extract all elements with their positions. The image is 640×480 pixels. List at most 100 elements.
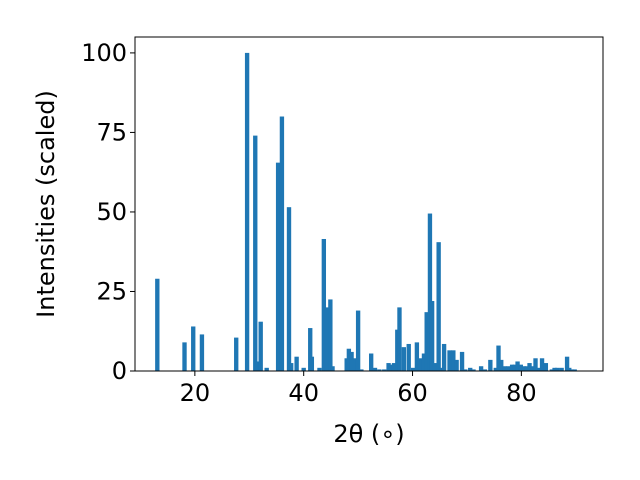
bar (258, 321, 263, 371)
bar (199, 334, 205, 371)
bar (447, 350, 452, 371)
bar (539, 358, 545, 371)
bar (482, 369, 488, 371)
bar (324, 307, 330, 371)
bar (330, 366, 335, 371)
bar (569, 369, 575, 371)
x-axis-ticks: 20 40 60 80 (180, 371, 537, 407)
bar (506, 366, 511, 371)
bar (417, 358, 423, 371)
bar (391, 363, 397, 371)
bar (386, 363, 391, 371)
bar (286, 207, 292, 371)
bar (308, 328, 313, 371)
x-axis-label: 2θ (∘) (333, 420, 404, 448)
y-tick-label: 100 (81, 39, 127, 67)
bar (421, 353, 427, 371)
bar (564, 356, 570, 371)
bar (289, 363, 294, 371)
bar (518, 364, 523, 371)
bar (191, 326, 196, 371)
bar (294, 356, 299, 371)
x-tick-label: 80 (506, 379, 537, 407)
bar (382, 369, 387, 371)
y-tick-label: 75 (96, 118, 127, 146)
bar (533, 358, 538, 371)
bar (478, 366, 484, 371)
bar (432, 363, 438, 371)
axes-frame (134, 36, 604, 372)
bar (410, 367, 416, 371)
y-axis-ticks: 0 25 50 75 100 (81, 39, 135, 385)
bar (552, 367, 557, 371)
bar (309, 356, 315, 371)
bar (439, 367, 444, 371)
bar (182, 342, 187, 371)
bar (471, 369, 476, 371)
bar (355, 310, 361, 371)
bar (414, 342, 420, 371)
bar (275, 162, 281, 371)
bar (388, 364, 393, 371)
bar (527, 363, 532, 371)
bar (429, 301, 435, 371)
bars-group (155, 52, 577, 372)
bar (424, 312, 429, 371)
bar (454, 359, 459, 371)
bar (372, 367, 378, 371)
bar (524, 366, 529, 371)
bar (344, 358, 349, 371)
bar (317, 367, 322, 371)
bar (253, 135, 258, 371)
bar (502, 366, 507, 371)
bar (468, 367, 473, 371)
y-axis-label: Intensities (scaled) (32, 90, 60, 318)
x-tick-label: 20 (180, 379, 211, 407)
bar (427, 213, 433, 371)
bar (499, 359, 504, 371)
bar (395, 329, 400, 371)
bar (496, 345, 501, 371)
bar (451, 350, 456, 371)
y-tick-label: 50 (96, 198, 127, 226)
bar (349, 351, 354, 371)
bar (521, 366, 526, 371)
bar (459, 351, 465, 371)
bar (234, 337, 239, 371)
bar (346, 348, 352, 371)
bar (244, 52, 250, 372)
bar (436, 242, 441, 371)
bar (397, 307, 402, 371)
bar (301, 367, 306, 371)
bar (555, 367, 560, 371)
bar (543, 363, 549, 371)
bar (321, 238, 327, 371)
bar (463, 369, 468, 371)
y-tick-label: 25 (96, 277, 127, 305)
bar (369, 353, 374, 371)
bar (359, 369, 364, 371)
bar (567, 367, 572, 371)
bar (537, 367, 542, 371)
bar (572, 369, 577, 371)
bar (352, 358, 357, 371)
bar (493, 367, 498, 371)
bar (377, 369, 382, 371)
bar (530, 366, 535, 371)
bar (255, 361, 260, 371)
bar (155, 278, 160, 371)
bar (401, 347, 406, 371)
bar (488, 359, 493, 371)
bar (512, 364, 518, 371)
bar (515, 361, 520, 371)
bar (406, 343, 411, 371)
x-tick-label: 40 (288, 379, 319, 407)
y-tick-label: 0 (112, 357, 127, 385)
bar (509, 364, 515, 371)
bar (279, 116, 285, 372)
x-tick-label: 60 (397, 379, 428, 407)
bar (441, 343, 447, 371)
bar (559, 367, 564, 371)
bar (264, 367, 269, 371)
